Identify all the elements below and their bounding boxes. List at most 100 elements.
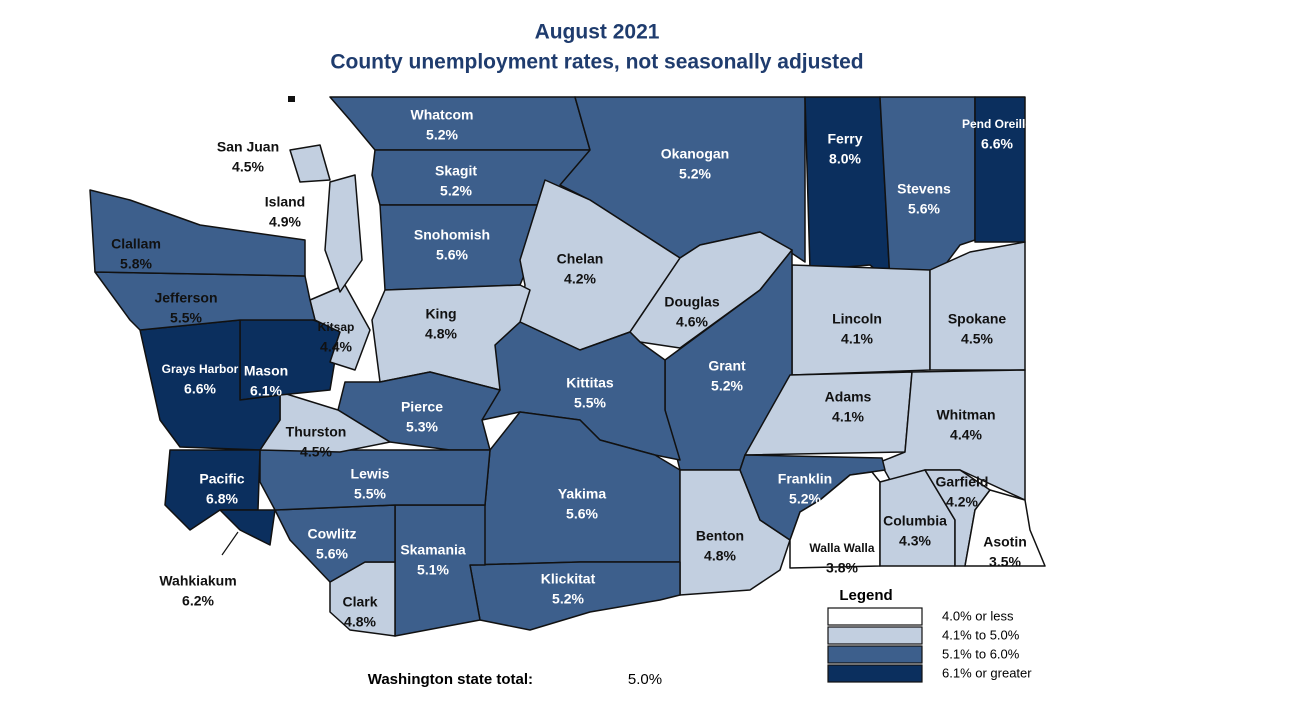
county-rate: 5.2%	[789, 491, 821, 507]
county-name: Douglas	[664, 294, 719, 310]
county-name: Island	[265, 194, 305, 210]
county-rate: 5.8%	[120, 256, 152, 272]
counties	[89, 96, 1046, 637]
county-name: Jefferson	[154, 290, 217, 306]
county-name: Clallam	[111, 236, 161, 252]
county	[89, 189, 306, 277]
county-rate: 5.2%	[426, 127, 458, 143]
county-name: Clark	[342, 594, 377, 610]
county-rate: 5.5%	[574, 395, 606, 411]
county-rate: 6.6%	[981, 136, 1013, 152]
county-name: Whatcom	[411, 107, 474, 123]
county-name: Wahkiakum	[159, 573, 236, 589]
county	[804, 96, 891, 283]
county-rate: 5.5%	[354, 486, 386, 502]
county-rate: 6.1%	[250, 383, 282, 399]
county-rate: 4.2%	[946, 494, 978, 510]
county-rate: 4.5%	[300, 444, 332, 460]
county-rate: 3.8%	[826, 560, 858, 576]
state-total-label: Washington state total:	[368, 671, 533, 688]
county-rate: 4.2%	[564, 271, 596, 287]
county-rate: 3.5%	[989, 554, 1021, 570]
county-name: Spokane	[948, 311, 1007, 327]
county-name: Lewis	[351, 466, 390, 482]
county	[371, 284, 531, 391]
county	[469, 561, 681, 631]
county-name: Mason	[244, 363, 288, 379]
county-rate: 5.6%	[436, 247, 468, 263]
county-name: Stevens	[897, 181, 951, 197]
county-rate: 4.8%	[344, 614, 376, 630]
legend-swatch	[827, 607, 923, 626]
county	[324, 174, 363, 293]
county-rate: 5.2%	[679, 166, 711, 182]
county-rate: 4.5%	[232, 159, 264, 175]
county-rate: 4.1%	[832, 409, 864, 425]
county-name: Okanogan	[661, 146, 729, 162]
county	[309, 284, 371, 371]
county-name: Ferry	[827, 131, 862, 147]
county-rate: 4.4%	[320, 339, 352, 355]
county-rate: 5.6%	[908, 201, 940, 217]
county-rate: 8.0%	[829, 151, 861, 167]
map-subtitle: County unemployment rates, not seasonall…	[330, 51, 863, 74]
county-name: Chelan	[557, 251, 604, 267]
legend-label: 4.0% or less	[942, 608, 1014, 623]
legend-swatch	[827, 626, 923, 645]
county-rate: 4.1%	[841, 331, 873, 347]
county	[219, 509, 276, 546]
county-name: Lincoln	[832, 311, 882, 327]
county-rate: 5.6%	[566, 506, 598, 522]
county	[964, 489, 1046, 567]
county-name: Columbia	[883, 513, 947, 529]
county-name: Skamania	[400, 542, 466, 558]
county-name: Cowlitz	[308, 526, 357, 542]
county-name: Klickitat	[541, 571, 596, 587]
county-rate: 4.9%	[269, 214, 301, 230]
county-rate: 5.2%	[552, 591, 584, 607]
county-rate: 4.6%	[676, 314, 708, 330]
county-rate: 4.8%	[425, 326, 457, 342]
county-rate: 6.2%	[182, 593, 214, 609]
county-name: Kitsap	[318, 320, 355, 334]
county-name: Garfield	[936, 474, 989, 490]
county-name: King	[425, 306, 456, 322]
county-name: Pend Oreille	[962, 117, 1032, 131]
county-rate: 5.6%	[316, 546, 348, 562]
county-name: Adams	[825, 389, 872, 405]
county-rate: 5.1%	[417, 562, 449, 578]
county-rate: 4.8%	[704, 548, 736, 564]
county-rate: 4.3%	[899, 533, 931, 549]
county-name: Franklin	[778, 471, 832, 487]
county-name: Grays Harbor	[162, 362, 239, 376]
county-rate: 4.5%	[961, 331, 993, 347]
legend-label: 5.1% to 6.0%	[942, 646, 1020, 661]
county-rate: 5.2%	[440, 183, 472, 199]
county-name: Asotin	[983, 534, 1027, 550]
county-name: Benton	[696, 528, 744, 544]
county-rate: 4.4%	[950, 427, 982, 443]
legend-label: 4.1% to 5.0%	[942, 627, 1020, 642]
map-title: August 2021	[535, 21, 660, 44]
legend-label: 6.1% or greater	[942, 665, 1032, 680]
legend-swatch	[827, 645, 923, 664]
county-rate: 6.6%	[184, 381, 216, 397]
county-rate: 5.5%	[170, 310, 202, 326]
county	[94, 271, 316, 331]
leader-line	[221, 531, 239, 556]
county-name: Skagit	[435, 163, 477, 179]
legend: Legend 4.0% or less 4.1% to 5.0% 5.1% to 6…	[827, 587, 1032, 683]
legend-swatch	[827, 664, 923, 683]
legend-title: Legend	[839, 587, 892, 604]
county-name: Yakima	[558, 486, 606, 502]
county	[789, 471, 881, 569]
county-rate: 6.8%	[206, 491, 238, 507]
county-name: Walla Walla	[809, 541, 874, 555]
county-name: Kittitas	[566, 375, 614, 391]
county-name: Pacific	[199, 471, 244, 487]
county-rate: 5.3%	[406, 419, 438, 435]
county-labels: Whatcom 5.2% Skagit 5.2% Snohomish 5.6% Okanog…	[111, 107, 1032, 630]
county	[139, 319, 281, 451]
county-name: Whitman	[936, 407, 995, 423]
